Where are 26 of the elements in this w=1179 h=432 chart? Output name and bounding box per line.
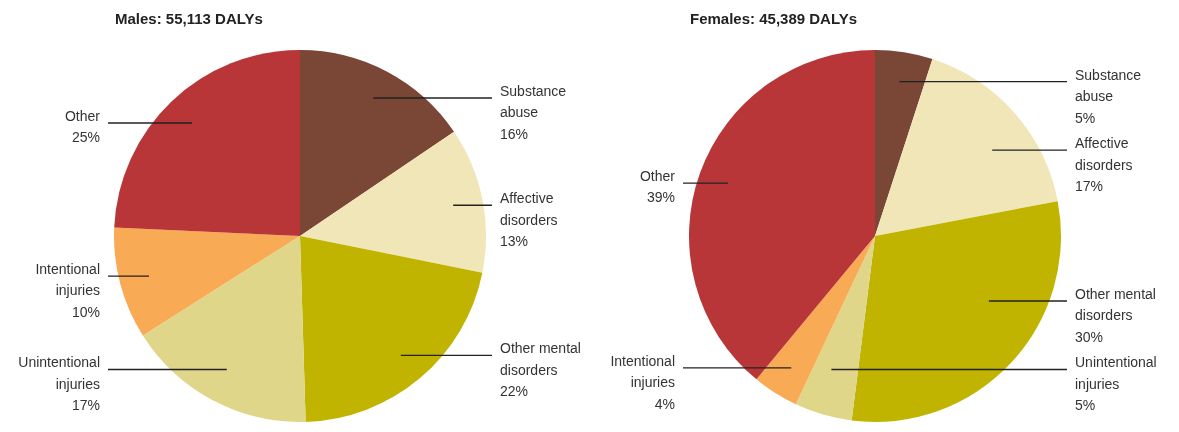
data-label: 5% — [1075, 109, 1096, 126]
slice-label: Intentional injuries — [610, 352, 675, 391]
slice-label: Unintentional injuries — [1075, 354, 1157, 392]
data-label: 17% — [1075, 178, 1104, 195]
data-label: 5% — [1075, 397, 1096, 414]
data-label: 30% — [1075, 328, 1104, 345]
slice-label: Other — [639, 167, 676, 184]
data-label: 4% — [654, 395, 675, 412]
data-label: 25% — [71, 129, 100, 146]
chart-title: Females: 45,389 DALYs — [690, 10, 858, 27]
chart-title: Males: 55,113 DALYs — [115, 10, 263, 27]
data-label: 13% — [500, 233, 529, 250]
data-label: 10% — [71, 303, 100, 320]
slice-label: Other — [64, 107, 101, 124]
slice-label: Affective disorders — [1075, 135, 1133, 173]
slice-label: Other mental disorders — [500, 340, 581, 378]
slice-label: Substance abuse — [500, 82, 567, 121]
slice-label: Affective disorders — [500, 190, 558, 228]
data-label: 16% — [500, 125, 529, 142]
data-label: 39% — [646, 189, 675, 206]
data-label: 22% — [500, 383, 529, 400]
slice-label: Substance abuse — [1075, 66, 1142, 105]
slice-label: Unintentional injuries — [18, 354, 100, 392]
data-label: 17% — [71, 397, 100, 414]
slice-label: Other mental disorders — [1075, 285, 1156, 324]
slice-label: Intentional injuries — [35, 260, 100, 299]
